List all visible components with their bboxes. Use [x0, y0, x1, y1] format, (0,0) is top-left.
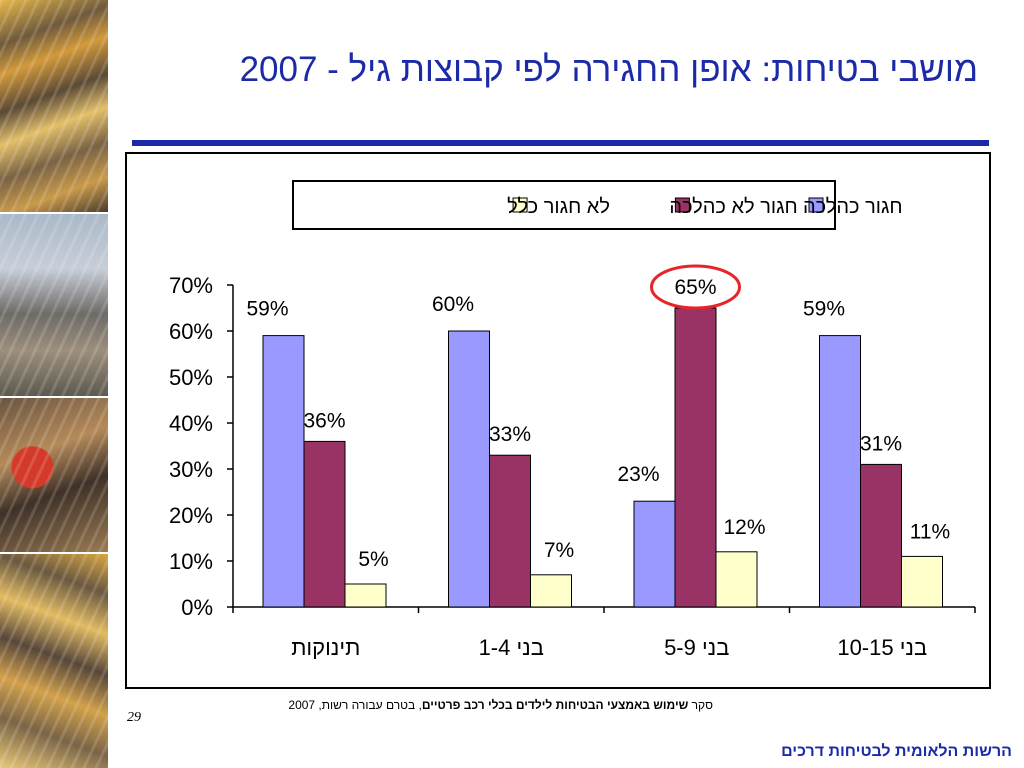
traffic-photo: [0, 0, 108, 212]
legend-swatch: [674, 197, 690, 213]
source-survey-name: שימוש באמצעי הבטיחות לילדים בכלי רכב פרט…: [421, 698, 689, 712]
x-category-label: תינוקות: [291, 635, 360, 660]
bar: [901, 555, 943, 608]
data-label: 36%: [303, 409, 345, 432]
x-category-label: בני 1-4: [479, 635, 544, 660]
legend-swatch: [808, 197, 824, 213]
bar: [344, 583, 387, 608]
bar: [262, 335, 305, 608]
side-photo-strip: [0, 0, 110, 768]
source-suffix: , בטרם עבורה רשות, 2007: [288, 698, 422, 712]
data-label: 33%: [489, 423, 531, 446]
x-category-label: בני 5-9: [664, 635, 729, 660]
data-label: 7%: [544, 539, 574, 562]
source-note: סקר שימוש באמצעי הבטיחות לילדים בכלי רכב…: [168, 698, 713, 712]
bar: [674, 307, 717, 608]
data-label: 65%: [674, 276, 716, 299]
y-tick-label: 60%: [169, 319, 213, 344]
data-label: 59%: [803, 298, 845, 321]
legend-label: לא חגור כלל: [507, 196, 610, 218]
bar: [860, 463, 902, 608]
data-label: 60%: [432, 293, 474, 316]
y-tick-label: 50%: [169, 365, 213, 390]
bar: [819, 335, 861, 608]
y-tick-label: 70%: [169, 273, 213, 298]
bar: [489, 454, 531, 608]
bar: [715, 551, 758, 608]
bar-chart: 0% 10% 20% 30% 40% 50% 60% 70% תינוקות 59% 36% 5% בנ…: [169, 180, 976, 660]
y-tick-label: 20%: [169, 503, 213, 528]
bar: [448, 330, 490, 608]
y-tick-label: 0%: [181, 595, 213, 620]
y-tick-label: 10%: [169, 549, 213, 574]
data-label: 23%: [617, 463, 659, 486]
footer-organization: הרשות הלאומית לבטיחות דרכים: [781, 743, 1012, 760]
slide-title: מושבי בטיחות: אופן החגירה לפי קבוצות גיל…: [239, 50, 978, 89]
legend-label: חגור לא כהלכה: [669, 196, 797, 218]
data-label: 12%: [723, 516, 765, 539]
legend-box: [292, 180, 836, 230]
data-label: 59%: [246, 298, 288, 321]
bar: [303, 440, 346, 608]
bar: [633, 500, 676, 608]
y-tick-label: 30%: [169, 457, 213, 482]
x-category-label: בני 10-15: [837, 635, 927, 660]
title-divider: [132, 140, 989, 146]
bar: [530, 574, 572, 608]
source-prefix: סקר: [688, 698, 713, 712]
data-label: 31%: [860, 432, 902, 455]
y-tick-label: 40%: [169, 411, 213, 436]
page-number: 29: [127, 710, 141, 725]
data-label: 11%: [910, 520, 950, 543]
car-crash-photo: [0, 214, 108, 396]
chart-frame: 0% 10% 20% 30% 40% 50% 60% 70% תינוקות 59% 36% 5% בנ…: [125, 152, 991, 689]
data-label: 5%: [358, 548, 388, 571]
legend-swatch: [512, 197, 528, 213]
child-seat-photo: [0, 398, 108, 552]
legend-label: חגור כהלכה: [803, 196, 903, 218]
highlight-circle: [650, 264, 741, 310]
traffic-photo-bottom: [0, 554, 108, 768]
